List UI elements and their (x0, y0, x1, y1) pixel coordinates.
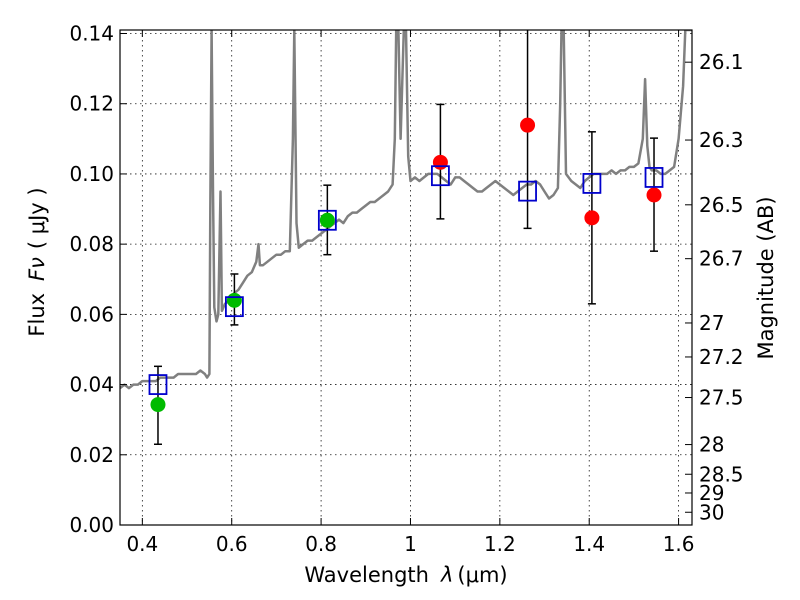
data-point-circle-1-2 (584, 210, 600, 226)
y-tick-label: 0.12 (69, 92, 114, 116)
y2-tick-label: 27.5 (699, 386, 744, 410)
x-axis-label: Wavelength λ (μm) (304, 563, 507, 587)
model-point-square-4 (518, 180, 537, 202)
x-tick-label: 0.8 (305, 532, 337, 556)
model-point-square-2 (317, 209, 337, 231)
model-point-square-3 (431, 165, 450, 187)
x-tick-label: 1.4 (573, 532, 605, 556)
y2-tick-label: 30 (699, 500, 724, 524)
x-tick-label: 1 (404, 532, 417, 556)
y-tick-label: 0.04 (69, 373, 114, 397)
y-tick-label: 0.06 (69, 302, 114, 326)
model-point-square-5 (582, 173, 602, 194)
y-tick-label: 0.08 (69, 232, 114, 256)
x-tick-label: 0.4 (126, 532, 158, 556)
y-tick-label: 0.14 (69, 22, 114, 46)
x-tick-label: 1.6 (663, 532, 695, 556)
y-tick-label: 0.00 (69, 513, 114, 537)
plot-frame (119, 29, 693, 526)
y-tick-label: 0.10 (69, 162, 114, 186)
x-tick-label: 0.6 (216, 532, 248, 556)
y2-tick-label: 26.5 (699, 193, 744, 217)
data-point-circle-0-2 (319, 212, 335, 228)
data-point-circle-1-1 (520, 117, 536, 133)
data-point-circle-0-0 (150, 397, 166, 413)
data-point-circle-1-0 (432, 154, 448, 170)
y2-axis-label: Magnitude (AB) (754, 196, 778, 359)
model-point-square-6 (644, 167, 664, 188)
y2-tick-label: 26.3 (699, 128, 744, 152)
y2-tick-label: 28 (699, 433, 724, 457)
ticks (120, 30, 692, 526)
y2-tick-label: 28.5 (699, 462, 744, 486)
model-point-square-0 (148, 374, 168, 395)
marker-layer (148, 117, 664, 413)
y2-tick-label: 27.2 (699, 345, 744, 369)
data-point-circle-1-3 (646, 187, 662, 203)
x-tick-label: 1.2 (484, 532, 516, 556)
y2-tick-label: 27 (699, 311, 724, 335)
y2-tick-label: 26.1 (699, 50, 744, 74)
y-axis-label: FluxFν( μJy ) (25, 187, 49, 336)
y2-tick-label: 26.7 (699, 247, 744, 271)
data-point-circle-0-1 (226, 292, 242, 308)
y-tick-label: 0.02 (69, 443, 114, 467)
y2-tick-label: 29 (699, 481, 724, 505)
tick-labels: 0.4 0.6 0.8 1 1.2 1.4 1.6 0.00 0.02 0.04 0.06 0.08 0… (69, 22, 743, 556)
model-point-square-1 (224, 296, 244, 318)
